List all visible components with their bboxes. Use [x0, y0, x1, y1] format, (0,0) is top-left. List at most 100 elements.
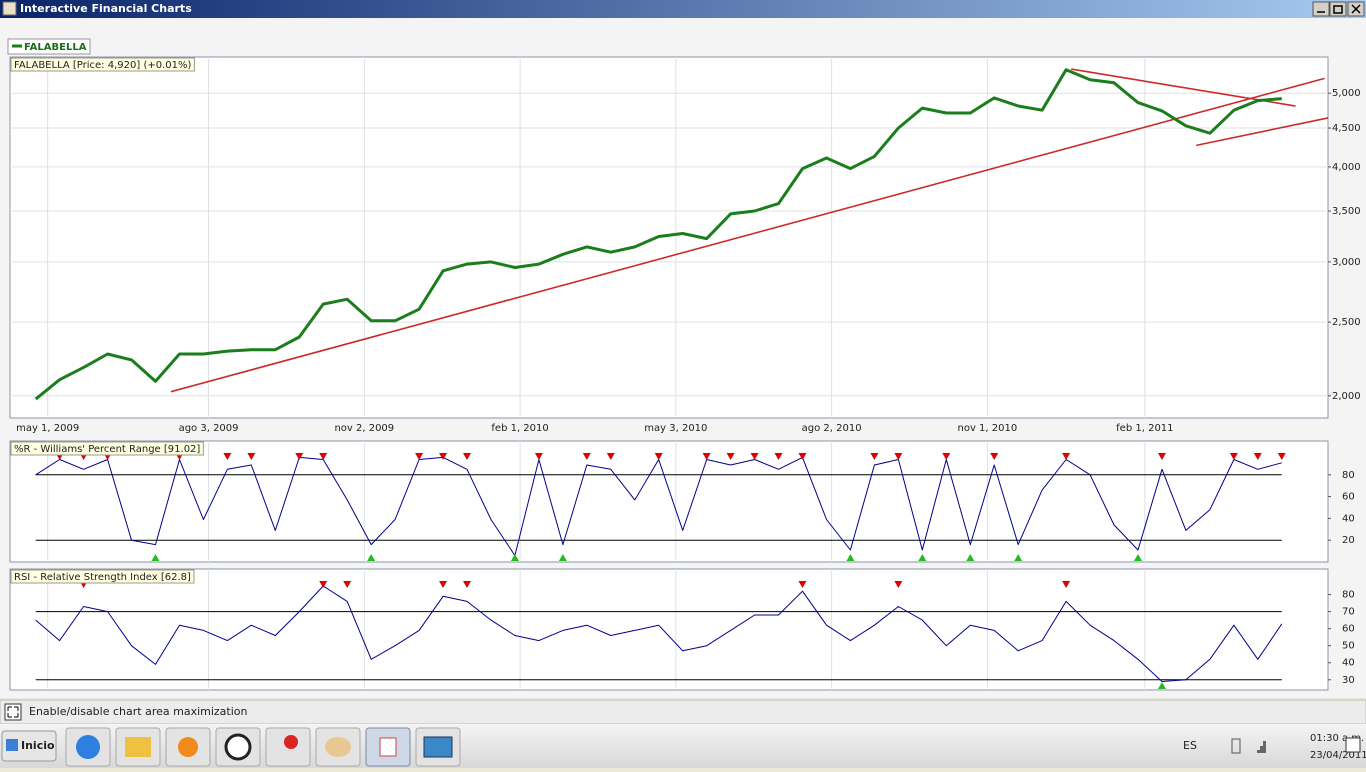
clock-icon	[224, 733, 252, 761]
folder-icon	[125, 737, 151, 757]
oversold-signal	[966, 554, 975, 561]
y-tick-label: 60	[1342, 624, 1355, 635]
panel-title: %R - Williams' Percent Range [91.02]	[10, 441, 204, 456]
battery-icon	[1231, 738, 1241, 754]
y-tick-label: 80	[1342, 590, 1355, 601]
y-tick-label: 2,000	[1332, 391, 1361, 402]
charts: may 1, 2009 ago 3, 2009 nov 2, 2009 feb 1, …	[9, 56, 1361, 691]
y-tick-label: 70	[1342, 607, 1355, 618]
tray-icons	[1231, 738, 1266, 754]
taskbar-apps	[65, 727, 461, 767]
y-tick-label: 4,500	[1332, 123, 1361, 134]
maximize-button[interactable]	[1329, 1, 1347, 17]
overbought-signal	[894, 453, 903, 460]
chart-panel	[9, 568, 1329, 691]
legend: FALABELLA	[7, 38, 91, 55]
x-tick-label: may 3, 2010	[644, 423, 707, 434]
overbought-signal	[654, 453, 663, 460]
trend-line	[1196, 117, 1329, 147]
window-buttons	[1312, 1, 1365, 17]
clock-date: 23/04/2011	[1310, 750, 1366, 761]
overbought-signal	[702, 453, 711, 460]
overbought-signal	[247, 453, 256, 460]
chart-panel	[9, 56, 1329, 419]
overbought-signal	[223, 453, 232, 460]
toggle-glyph	[7, 706, 19, 718]
y-tick-label: 80	[1342, 470, 1355, 481]
maximize-toggle[interactable]	[4, 703, 22, 721]
start-button[interactable]	[1, 730, 57, 762]
window-title: Interactive Financial Charts	[20, 2, 192, 15]
tray-flag[interactable]	[1345, 737, 1361, 753]
overbought-signal	[606, 453, 615, 460]
overbought-signal	[319, 453, 328, 460]
media-icon	[178, 737, 198, 757]
overbought-signal	[1062, 581, 1071, 588]
panel-title-text: FALABELLA [Price: 4,920] (+0.01%)	[14, 60, 191, 71]
y-tick-label: 60	[1342, 492, 1355, 503]
legend-box	[7, 38, 91, 55]
java-icon	[379, 737, 397, 757]
minimize-button[interactable]	[1312, 1, 1330, 17]
signal-icon	[1254, 741, 1266, 753]
oversold-signal	[510, 554, 519, 561]
y-tick-label: 40	[1342, 513, 1355, 524]
y-tick-label: 3,500	[1332, 206, 1361, 217]
x-tick-label: nov 1, 2010	[958, 423, 1018, 434]
overbought-signal	[774, 453, 783, 460]
pin-icon	[284, 735, 298, 749]
oversold-signal	[1134, 554, 1143, 561]
data-line	[35, 585, 1283, 682]
ie-icon	[76, 735, 100, 759]
x-tick-label: ago 2, 2010	[802, 423, 862, 434]
clock-time: 01:30 a.m.	[1310, 733, 1364, 744]
panel-title-box	[10, 441, 204, 456]
start-logo	[6, 739, 18, 751]
overbought-signal	[1062, 453, 1071, 460]
oversold-signal	[1014, 554, 1023, 561]
overbought-signal	[582, 453, 591, 460]
y-tick-label: 2,500	[1332, 317, 1361, 328]
panel-title-box	[10, 569, 195, 584]
overbought-signal	[534, 453, 543, 460]
overbought-signal	[463, 453, 472, 460]
x-tick-label: ago 3, 2009	[179, 423, 239, 434]
overbought-signal	[343, 581, 352, 588]
overbought-signal	[295, 453, 304, 460]
status-bar	[0, 699, 1366, 725]
y-tick-label: 5,000	[1332, 88, 1361, 99]
overbought-signal	[750, 453, 759, 460]
y-tick-label: 50	[1342, 641, 1355, 652]
panel-title: FALABELLA [Price: 4,920] (+0.01%)	[10, 57, 195, 72]
overbought-signal	[798, 453, 807, 460]
overbought-signal	[463, 581, 472, 588]
data-line	[34, 68, 1282, 401]
oversold-signal	[1157, 682, 1166, 689]
paint-icon	[325, 737, 351, 757]
overbought-signal	[894, 581, 903, 588]
overbought-signal	[439, 581, 448, 588]
oversold-signal	[918, 554, 927, 561]
x-tick-label: feb 1, 2011	[1116, 423, 1173, 434]
panel-title-text: RSI - Relative Strength Index [62.8]	[14, 572, 191, 583]
overbought-signal	[1157, 453, 1166, 460]
overbought-signal	[726, 453, 735, 460]
title-bar	[0, 0, 1366, 18]
photos-icon	[423, 736, 453, 758]
chart-panel	[9, 440, 1329, 563]
panel-title: RSI - Relative Strength Index [62.8]	[10, 569, 195, 584]
oversold-signal	[367, 554, 376, 561]
overbought-signal	[870, 453, 879, 460]
language: ES	[1183, 739, 1197, 752]
status-text: Enable/disable chart area maximization	[29, 705, 248, 718]
overbought-signal	[942, 453, 951, 460]
y-tick-label: 20	[1342, 535, 1355, 546]
overbought-signal	[439, 453, 448, 460]
oversold-signal	[558, 554, 567, 561]
panel-title-text: %R - Williams' Percent Range [91.02]	[14, 444, 200, 455]
overbought-signal	[319, 581, 328, 588]
trend-line	[170, 77, 1325, 393]
overbought-signal	[415, 453, 424, 460]
